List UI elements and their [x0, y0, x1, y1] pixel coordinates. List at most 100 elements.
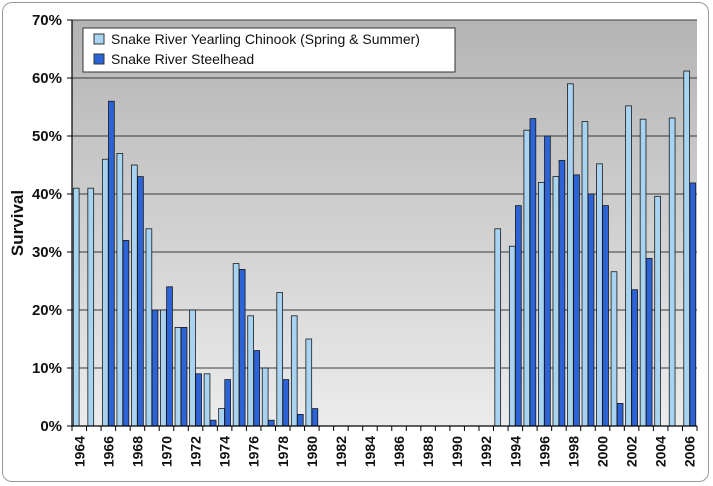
bar-steelhead-1970 — [166, 286, 173, 427]
bar-chinook-1980 — [305, 338, 313, 427]
bar-chinook-1994 — [508, 245, 516, 427]
bar-steelhead-1974 — [224, 379, 231, 427]
chart-frame — [2, 2, 709, 482]
bar-steelhead-1996 — [544, 135, 551, 427]
x-tick-label: 2006 — [682, 436, 698, 467]
bar-steelhead-1969 — [151, 309, 159, 427]
bar-steelhead-1980 — [311, 408, 319, 427]
bar-chinook-1970 — [160, 309, 167, 427]
bar-chinook-1967 — [116, 152, 124, 427]
bar-chinook-1999 — [581, 121, 589, 427]
bar-chinook-2004 — [654, 195, 661, 427]
bar-steelhead-1977 — [267, 419, 275, 427]
x-tick-label: 1974 — [217, 436, 233, 467]
bar-chinook-1998 — [567, 83, 574, 427]
bar-steelhead-2003 — [645, 257, 653, 427]
y-tick-label: 0% — [40, 418, 62, 435]
bar-chinook-2005 — [668, 117, 676, 427]
x-tick-label: 1966 — [100, 436, 116, 467]
legend-swatch-chinook — [93, 33, 105, 45]
bar-steelhead-1971 — [180, 326, 188, 427]
bar-chinook-1965 — [87, 187, 95, 427]
x-tick-label: 1996 — [536, 436, 552, 467]
x-tick-label: 1980 — [304, 436, 320, 467]
bar-steelhead-1997 — [558, 159, 566, 427]
bar-steelhead-1967 — [122, 239, 130, 427]
bar-chinook-1978 — [276, 292, 284, 427]
bar-steelhead-1975 — [238, 268, 246, 427]
bar-steelhead-1972 — [195, 373, 202, 427]
bar-chinook-1971 — [174, 326, 182, 427]
bar-chinook-1977 — [261, 367, 269, 427]
x-tick-label: 1976 — [246, 436, 262, 467]
bar-chinook-2002 — [625, 105, 632, 427]
bar-chinook-1972 — [189, 309, 196, 427]
bar-steelhead-1999 — [587, 193, 595, 427]
bar-steelhead-1995 — [529, 118, 537, 427]
y-tick-label: 50% — [32, 128, 62, 145]
legend: Snake River Yearling Chinook (Spring & S… — [82, 27, 456, 73]
y-tick-label: 60% — [32, 70, 62, 87]
bar-steelhead-1994 — [515, 205, 522, 427]
x-tick-label: 1992 — [478, 436, 494, 467]
x-tick-label: 1990 — [449, 436, 465, 467]
bar-steelhead-2000 — [602, 205, 609, 427]
bar-chinook-1969 — [145, 228, 153, 427]
axes — [71, 20, 698, 431]
x-tick-label: 1988 — [420, 436, 436, 467]
x-tick-label: 1984 — [362, 436, 378, 467]
legend-label-chinook: Snake River Yearling Chinook (Spring & S… — [111, 31, 420, 47]
y-tick-labels: 0% 10% 20% 30% 40% 50% 60% 70% — [32, 12, 62, 435]
bar-steelhead-1968 — [137, 176, 144, 427]
bar-steelhead-1966 — [108, 100, 115, 427]
y-tick-label: 20% — [32, 302, 62, 319]
bar-chinook-1974 — [218, 408, 225, 427]
bar-chinook-2006 — [683, 70, 690, 427]
bar-chinook-1976 — [247, 315, 254, 427]
x-tick-label: 1998 — [565, 436, 581, 467]
y-tick-label: 40% — [32, 186, 62, 203]
y-tick-label: 70% — [32, 12, 62, 29]
x-tick-label: 1964 — [71, 436, 87, 467]
y-tick-label: 10% — [32, 360, 62, 377]
bars — [72, 70, 697, 427]
y-tick-label: 30% — [32, 244, 62, 261]
x-tick-label: 2000 — [595, 436, 611, 467]
bar-chinook-1993 — [494, 228, 502, 427]
bar-steelhead-2001 — [616, 402, 624, 427]
bar-chinook-1996 — [538, 181, 545, 427]
bar-chinook-1979 — [290, 315, 298, 427]
x-tick-label: 1986 — [391, 436, 407, 467]
bar-steelhead-1979 — [297, 413, 304, 427]
bar-chinook-1997 — [552, 176, 560, 427]
x-tick-labels: 1964 1966 1968 1970 1972 1974 1976 1978 1980 1982… — [71, 436, 697, 467]
x-tick-label: 1968 — [129, 436, 145, 467]
bar-steelhead-1973 — [209, 419, 217, 427]
x-tick-label: 1982 — [333, 436, 349, 467]
bar-chinook-1975 — [232, 263, 240, 427]
bar-chinook-1995 — [523, 129, 531, 427]
x-tick-label: 2004 — [653, 436, 669, 467]
x-tick-label: 1994 — [507, 436, 523, 467]
x-tick-label: 1970 — [158, 436, 174, 467]
x-tick-label: 2002 — [624, 436, 640, 467]
y-axis-title: Survival — [8, 190, 27, 256]
bar-steelhead-2002 — [631, 289, 638, 427]
legend-swatch-steelhead — [93, 53, 105, 65]
bar-chinook-1964 — [72, 187, 80, 427]
bar-steelhead-1998 — [573, 174, 580, 427]
bar-chinook-1968 — [131, 164, 138, 427]
bar-chinook-1973 — [203, 373, 211, 427]
bar-steelhead-1976 — [253, 350, 261, 427]
legend-label-steelhead: Snake River Steelhead — [111, 51, 254, 67]
bar-chinook-2000 — [596, 163, 603, 427]
bar-chinook-2001 — [610, 271, 618, 427]
bar-chinook-1966 — [101, 158, 109, 427]
bar-chinook-2003 — [639, 118, 647, 427]
x-tick-label: 1978 — [275, 436, 291, 467]
legend-box — [82, 27, 456, 73]
x-tick-label: 1972 — [188, 436, 204, 467]
bar-steelhead-2006 — [689, 182, 697, 427]
bar-steelhead-1978 — [282, 379, 290, 427]
